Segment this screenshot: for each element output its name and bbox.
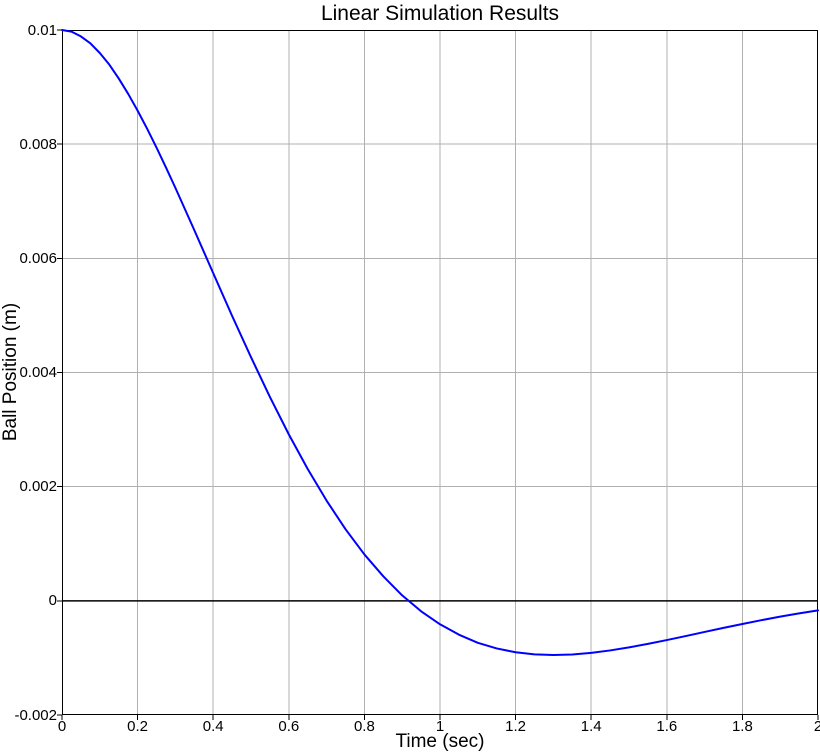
y-tick-label: -0.002: [14, 706, 57, 724]
axes-box: [62, 30, 818, 715]
x-tick-label: 0.4: [202, 718, 224, 735]
y-tick-label: 0.004: [19, 364, 57, 381]
y-tick-label: 0: [48, 592, 57, 610]
chart-title: Linear Simulation Results: [320, 2, 560, 25]
y-tick-label: 0.008: [19, 135, 57, 153]
y-tick-label: 0.006: [19, 249, 57, 267]
y-tick-label: 0.002: [19, 478, 57, 496]
x-tick-label: 0: [57, 718, 67, 735]
x-tick-label: 0.6: [278, 718, 300, 735]
x-axis-label: Time (sec): [395, 731, 485, 752]
y-tick-label: 0.01: [27, 21, 57, 39]
x-tick-label: 1: [435, 718, 445, 735]
plot-area: [57, 29, 819, 720]
x-tick-label: 1.2: [505, 718, 527, 735]
series-line-ball-position: [61, 29, 819, 657]
x-tick-label: 0.2: [127, 718, 149, 735]
x-tick-label: 1.4: [580, 718, 602, 735]
x-tick-label: 1.8: [731, 718, 753, 735]
x-tick-label: 1.6: [656, 718, 678, 735]
x-tick-label: 2: [813, 718, 820, 735]
x-tick-label: 0.8: [353, 718, 375, 735]
